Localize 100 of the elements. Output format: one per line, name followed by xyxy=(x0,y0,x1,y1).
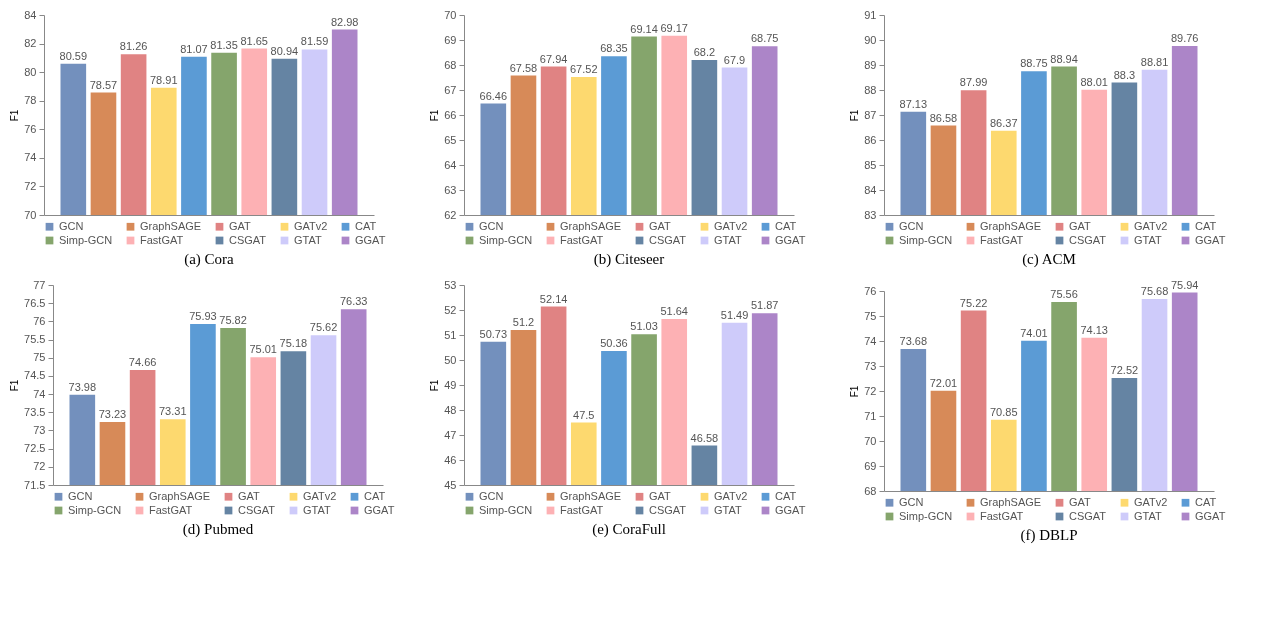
legend-label: CSGAT xyxy=(1069,509,1107,522)
y-tick-label: 75.5 xyxy=(24,333,46,346)
data-label: 74.66 xyxy=(128,356,157,369)
data-label: 68.2 xyxy=(693,46,716,58)
legend-label: GTAT xyxy=(303,503,331,516)
y-tick-label: 75 xyxy=(864,309,877,322)
y-tick-label: 74.5 xyxy=(24,369,46,382)
legend-label: GCN xyxy=(899,219,924,232)
y-tick-label: 86 xyxy=(864,133,877,146)
legend-label: FastGAT xyxy=(140,233,184,246)
y-tick-label: 88 xyxy=(864,83,877,96)
legend-label: GTAT xyxy=(1134,233,1162,246)
y-tick-label: 47 xyxy=(444,428,457,441)
legend-label: GGAT xyxy=(1195,233,1226,246)
text: (a) Cora xyxy=(184,251,235,268)
y-tick-label: 87 xyxy=(864,108,877,121)
y-tick-label: 85 xyxy=(864,158,877,171)
legend-label: GGAT xyxy=(775,503,806,516)
legend-label: GAT xyxy=(1069,495,1092,508)
legend-label: GGAT xyxy=(775,233,806,246)
data-label: 46.58 xyxy=(690,431,719,444)
y-tick-label: 62 xyxy=(444,208,457,221)
data-label: 74.13 xyxy=(1080,323,1108,336)
data-label: 75.56 xyxy=(1050,288,1078,300)
legend-label: GATv2 xyxy=(303,489,337,502)
y-tick-label: 48 xyxy=(444,403,457,416)
legend-label: GATv2 xyxy=(1134,219,1168,232)
y-tick-label: 72.5 xyxy=(24,442,46,455)
data-label: 67.58 xyxy=(509,61,538,74)
data-label: 73.68 xyxy=(899,335,928,347)
data-label: 47.5 xyxy=(573,408,595,421)
legend-label: GGAT xyxy=(364,503,395,516)
text: (e) CoraFull xyxy=(592,521,666,538)
data-label: 75.62 xyxy=(309,321,338,334)
legend-label: GCN xyxy=(479,219,504,232)
data-label: 75.68 xyxy=(1140,285,1169,297)
legend-label: GTAT xyxy=(294,233,322,246)
legend-label: CAT xyxy=(775,219,797,232)
y-tick-label: 76 xyxy=(24,122,37,135)
y-tick-label: 65 xyxy=(444,133,457,146)
y-tick-label: 74 xyxy=(33,387,46,400)
legend-label: GAT xyxy=(649,219,672,232)
data-label: 67.52 xyxy=(570,63,598,75)
legend-label: GCN xyxy=(479,489,504,502)
data-label: 86.58 xyxy=(929,111,958,124)
data-label: 66.46 xyxy=(479,89,508,102)
data-label: 50.36 xyxy=(600,337,628,349)
y-tick-label: 71 xyxy=(864,409,877,422)
legend-label: GAT xyxy=(229,219,252,232)
y-tick-label: 52 xyxy=(444,303,457,316)
y-tick-label: 73 xyxy=(33,423,46,436)
data-label: 89.76 xyxy=(1170,32,1199,44)
legend-label: Simp-GCN xyxy=(479,233,533,246)
y-tick-label: 73 xyxy=(864,359,877,372)
legend-label: GTAT xyxy=(1134,509,1162,522)
legend-label: FastGAT xyxy=(560,233,604,246)
legend-label: GraphSAGE xyxy=(149,489,211,502)
y-tick-label: 83 xyxy=(864,208,877,221)
data-label: 78.57 xyxy=(89,78,118,91)
data-label: 75.94 xyxy=(1170,278,1199,291)
legend-label: GAT xyxy=(649,489,672,502)
legend-label: GraphSAGE xyxy=(140,219,202,232)
legend-label: CSGAT xyxy=(649,503,687,516)
legend-label: GAT xyxy=(238,489,261,502)
data-label: 72.52 xyxy=(1110,364,1139,376)
y-axis-title: F1 xyxy=(9,379,21,392)
data-label: 75.01 xyxy=(249,343,277,356)
y-tick-label: 63 xyxy=(444,183,457,196)
y-axis-title: F1 xyxy=(9,109,21,122)
legend-label: GATv2 xyxy=(294,219,328,232)
y-axis-title: F1 xyxy=(849,109,861,122)
legend-label: GraphSAGE xyxy=(560,489,622,502)
y-tick-label: 67 xyxy=(444,83,457,96)
y-tick-label: 84 xyxy=(864,183,877,196)
y-tick-label: 73.5 xyxy=(24,405,46,418)
data-label: 88.3 xyxy=(1113,68,1136,81)
y-tick-label: 53 xyxy=(444,278,457,291)
legend-label: GCN xyxy=(59,219,84,232)
data-label: 52.14 xyxy=(539,292,568,305)
data-label: 67.9 xyxy=(723,53,746,66)
data-label: 51.87 xyxy=(750,299,779,312)
y-tick-label: 78 xyxy=(24,94,37,107)
text: (c) ACM xyxy=(1022,251,1076,268)
data-label: 73.31 xyxy=(159,405,187,418)
legend-label: GATv2 xyxy=(1134,495,1168,508)
y-tick-label: 71.5 xyxy=(24,478,46,491)
y-tick-label: 72 xyxy=(864,384,877,397)
y-tick-label: 49 xyxy=(444,378,457,391)
data-label: 67.94 xyxy=(539,52,568,65)
y-tick-label: 84 xyxy=(24,8,37,21)
y-tick-label: 76 xyxy=(33,314,46,327)
data-label: 75.18 xyxy=(279,337,308,350)
y-tick-label: 75 xyxy=(33,351,46,364)
legend-label: GGAT xyxy=(1195,509,1226,522)
data-label: 81.59 xyxy=(300,35,329,48)
legend-label: CAT xyxy=(1195,219,1217,232)
data-label: 80.94 xyxy=(270,44,299,57)
legend-label: GCN xyxy=(899,495,924,508)
y-tick-label: 77 xyxy=(33,278,46,291)
data-label: 88.01 xyxy=(1080,75,1108,88)
